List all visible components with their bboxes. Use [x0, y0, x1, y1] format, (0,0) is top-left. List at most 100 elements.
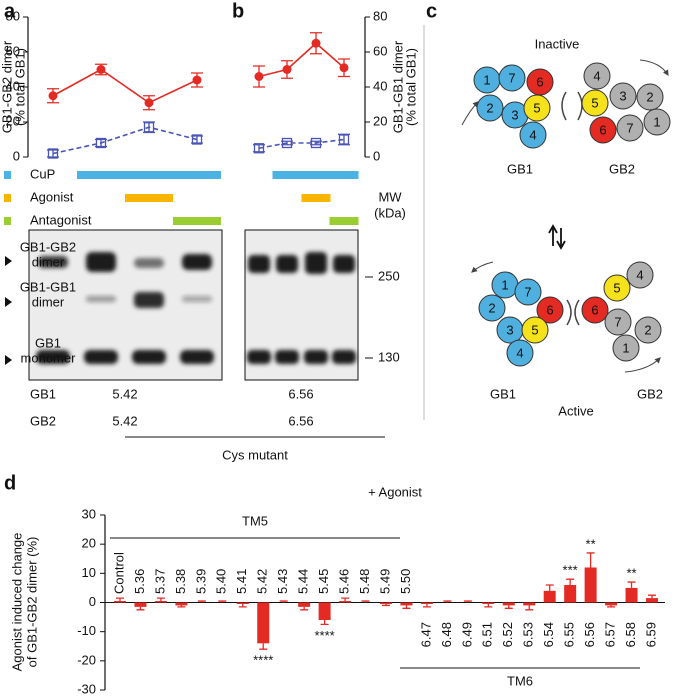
panel-label: a [4, 0, 16, 22]
error-bar [443, 600, 452, 603]
bar [298, 602, 311, 607]
marker [95, 137, 107, 149]
x-tick-label: 5.49 [377, 569, 392, 594]
rotation-arrow [624, 357, 661, 373]
band-arrows [5, 256, 12, 365]
error-bar [259, 643, 268, 650]
subunit-label: 1 [483, 72, 490, 87]
bar [646, 598, 658, 603]
treatment-bar [329, 171, 359, 179]
x-tick-label: 5.45 [316, 569, 331, 594]
rotation-arrow [639, 59, 669, 77]
legend-swatch [4, 171, 11, 179]
annotation: + Agonist [368, 484, 422, 499]
subunit-label: 5 [531, 322, 538, 337]
series-line [52, 126, 198, 155]
x-tick-label: 5.36 [132, 569, 147, 594]
bar [584, 567, 597, 603]
y-axis-label: (% total GB1) [12, 48, 27, 126]
y-tick-label: 20 [6, 113, 20, 128]
significance: ** [586, 536, 596, 551]
subunit-label: 5 [613, 280, 620, 295]
subunit [604, 308, 632, 336]
marker [143, 122, 155, 133]
x-tick-label: 5.48 [357, 569, 372, 594]
marker [282, 65, 292, 74]
bar [543, 590, 556, 603]
x-tick-label: 6.57 [603, 622, 618, 647]
band-label: GB1-GB2 [20, 239, 76, 254]
x-tick-label: 6.52 [500, 622, 515, 647]
subunit [478, 294, 506, 322]
x-tick-label: 5.43 [275, 569, 290, 594]
subunit [514, 278, 542, 306]
y-axis-label: of GB1-GB2 dimer (%) [24, 537, 39, 668]
subunit [581, 89, 609, 117]
significance: ** [626, 566, 636, 581]
mw-marker: 250 [378, 268, 400, 283]
error-bar [338, 133, 350, 146]
error-bar [422, 603, 431, 608]
subunit-label: 4 [516, 345, 523, 360]
mutant-label: 6.56 [288, 386, 313, 401]
treatment-bar [272, 171, 302, 179]
error-bar [116, 597, 124, 602]
band-label: monomer [21, 350, 77, 365]
series-line [258, 138, 345, 150]
marker [253, 143, 265, 154]
marker [192, 75, 202, 85]
bar [318, 602, 331, 620]
subunit [476, 94, 504, 122]
footer-label: Cys mutant [222, 447, 288, 462]
x-tick-label: 6.53 [521, 622, 536, 647]
error-bar [525, 605, 534, 611]
subunit [609, 82, 637, 110]
x-tick-label: 5.42 [255, 569, 270, 594]
mw-title: (kDa) [374, 205, 406, 220]
error-bar [143, 121, 155, 134]
subunit [626, 261, 654, 289]
marker [144, 98, 154, 108]
group-label: TM5 [242, 513, 268, 528]
error-bar [279, 600, 288, 603]
treatment-bar [125, 171, 173, 179]
y-tick-label: 0 [13, 148, 20, 163]
bar [154, 601, 167, 603]
y-tick-label: 40 [6, 78, 20, 93]
subunit [612, 334, 640, 362]
subunit-label: 4 [593, 68, 600, 83]
error-bar [238, 603, 247, 608]
bar [564, 585, 577, 603]
protein-label: GB2 [637, 386, 663, 401]
subunit [616, 114, 644, 142]
marker [311, 38, 321, 48]
bar [257, 602, 270, 644]
subunit-label: 6 [536, 74, 543, 89]
error-bar [484, 603, 493, 608]
marker [48, 91, 58, 101]
marker [310, 137, 322, 149]
subunit [506, 339, 534, 367]
bar [134, 602, 147, 607]
marker [191, 134, 203, 145]
marker [339, 63, 349, 73]
interface-arc [561, 91, 567, 121]
subunit-label: 4 [636, 267, 643, 282]
significance: **** [253, 653, 273, 668]
subunit-label: 5 [533, 100, 540, 115]
error-bar [382, 603, 390, 607]
subunit-label: 7 [508, 70, 515, 85]
y-axis-label: GB1-GB2 dimer [0, 40, 14, 133]
x-tick-label: 6.59 [643, 622, 658, 647]
gel-a [28, 229, 223, 381]
subunit-label: 7 [524, 284, 531, 299]
error-bar [463, 600, 472, 603]
subunit-label: 7 [614, 314, 621, 329]
treatment-bar [77, 171, 125, 179]
error-bar [177, 605, 186, 608]
x-tick-label: 5.38 [173, 569, 188, 594]
x-tick-label: 5.46 [337, 569, 352, 594]
marker [47, 148, 59, 159]
y-tick-label: 20 [373, 113, 387, 128]
